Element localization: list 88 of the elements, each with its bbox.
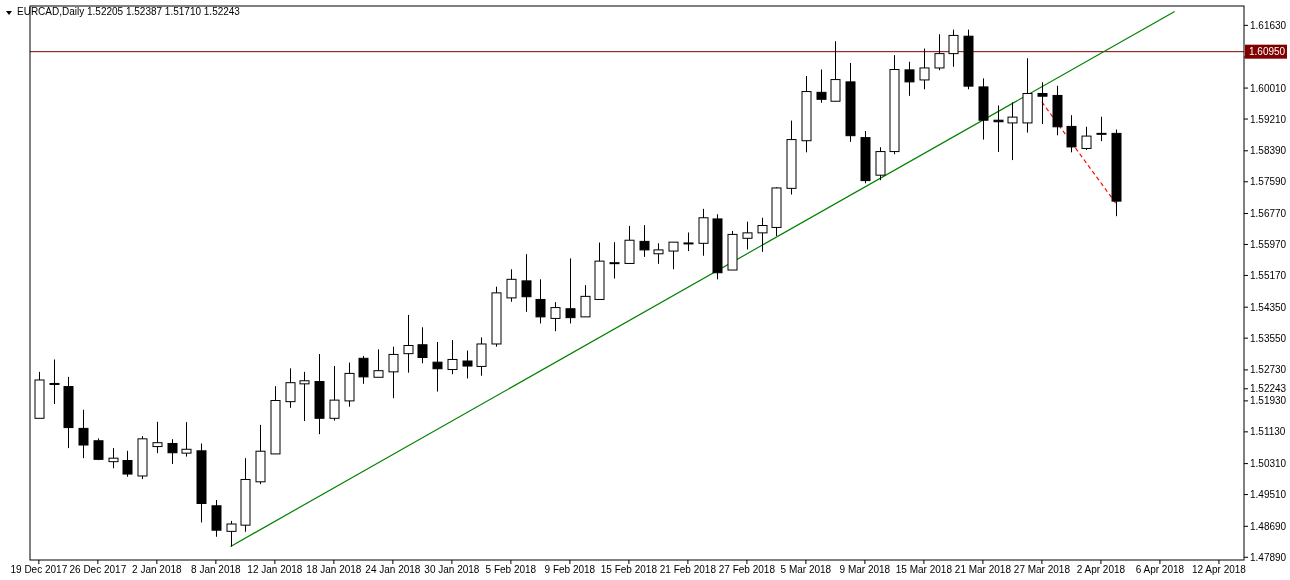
y-tick-label: 1.48690 [1250,520,1287,532]
x-tick-label: 15 Feb 2018 [600,564,658,575]
candlestick [521,253,532,313]
candlestick [875,146,886,181]
y-tick-label: 1.53550 [1250,332,1287,344]
candlestick [830,40,841,102]
candlestick [152,421,163,454]
candlestick [388,346,399,399]
y-tick-label: 1.60010 [1250,82,1287,94]
candlestick [948,29,959,68]
candlestick [904,61,915,97]
candlestick [624,225,635,265]
chart-title: EURCAD,Daily 1.52205 1.52387 1.51710 1.52243 [17,6,241,17]
candlestick [417,326,428,364]
candlestick [580,284,591,318]
y-tick-label: 1.59210 [1250,113,1287,125]
candlestick [506,268,517,303]
x-tick-label: 9 Mar 2018 [839,564,891,575]
candlestick [1037,81,1048,125]
candlestick [329,365,340,422]
candlestick [108,447,119,469]
candlestick [476,336,487,377]
x-tick-label: 6 Apr 2018 [1135,564,1185,575]
x-tick-label: 21 Mar 2018 [954,564,1012,575]
candlestick [565,257,576,324]
candlestick [609,241,620,280]
y-tick-label: 1.56770 [1250,208,1287,220]
y-tick-label: 1.55970 [1250,238,1287,250]
candlestick [639,224,650,258]
x-tick-label: 21 Feb 2018 [659,564,717,575]
candlestick [299,371,310,422]
candlestick [535,278,546,324]
y-tick-label: 1.55170 [1250,269,1287,281]
candlestick [1066,114,1077,153]
x-tick-label: 2 Jan 2018 [132,564,183,575]
y-tick-label: 1.52730 [1250,364,1287,376]
candlestick [919,48,930,90]
candlestick [447,339,458,375]
y-tick-label: 1.47890 [1250,551,1287,563]
candlestick [226,520,237,547]
x-tick-label: 5 Feb 2018 [485,564,537,575]
candlestick [668,241,679,270]
candlestick [993,105,1004,153]
candlestick [462,350,473,379]
x-tick-label: 27 Mar 2018 [1013,564,1071,575]
y-tick-label: 1.51130 [1250,426,1286,438]
candlestick [167,438,178,465]
candlestick [1007,101,1018,161]
candlestick [49,358,60,405]
candlestick [78,409,89,459]
candlestick [373,348,384,378]
y-tick-label: 1.58390 [1250,145,1287,157]
x-tick-label: 5 Mar 2018 [780,564,832,575]
x-tick-label: 26 Dec 2017 [69,564,127,575]
candlestick [816,68,827,104]
candlestick [742,221,753,251]
y-tick-label: 1.51930 [1250,395,1287,407]
x-tick-label: 24 Jan 2018 [365,564,421,575]
candlestick [683,231,694,252]
candlestick [358,355,369,385]
x-tick-label: 15 Mar 2018 [895,564,953,575]
x-tick-label: 27 Feb 2018 [718,564,776,575]
candlestick [181,421,192,458]
y-tick-label: 1.49510 [1250,489,1287,501]
ref-line-label: 1.60950 [1249,46,1286,58]
candlestick [403,314,414,374]
y-tick-label: 1.61630 [1250,19,1287,31]
x-tick-label: 8 Jan 2018 [191,564,242,575]
candlestick [1096,116,1107,142]
x-tick-label: 18 Jan 2018 [306,564,362,575]
y-tick-label: 1.54350 [1250,301,1287,313]
x-tick-label: 12 Apr 2018 [1191,564,1247,575]
x-tick-label: 2 Apr 2018 [1076,564,1126,575]
y-tick-label: 1.50310 [1250,458,1287,470]
candlestick [122,450,133,478]
x-tick-label: 9 Feb 2018 [544,564,596,575]
candlestick [432,341,443,393]
y-tick-label: 1.57590 [1250,176,1287,188]
candlestick [1081,126,1092,151]
x-tick-label: 30 Jan 2018 [424,564,480,575]
candlestick [934,33,945,71]
x-tick-label: 19 Dec 2017 [10,564,68,575]
y-tick-label: 1.52243 [1250,383,1287,395]
candlestick [653,242,664,265]
candlestick [550,301,561,332]
candlestick [285,367,296,409]
x-tick-label: 12 Jan 2018 [247,564,303,575]
candlestick [757,217,768,253]
